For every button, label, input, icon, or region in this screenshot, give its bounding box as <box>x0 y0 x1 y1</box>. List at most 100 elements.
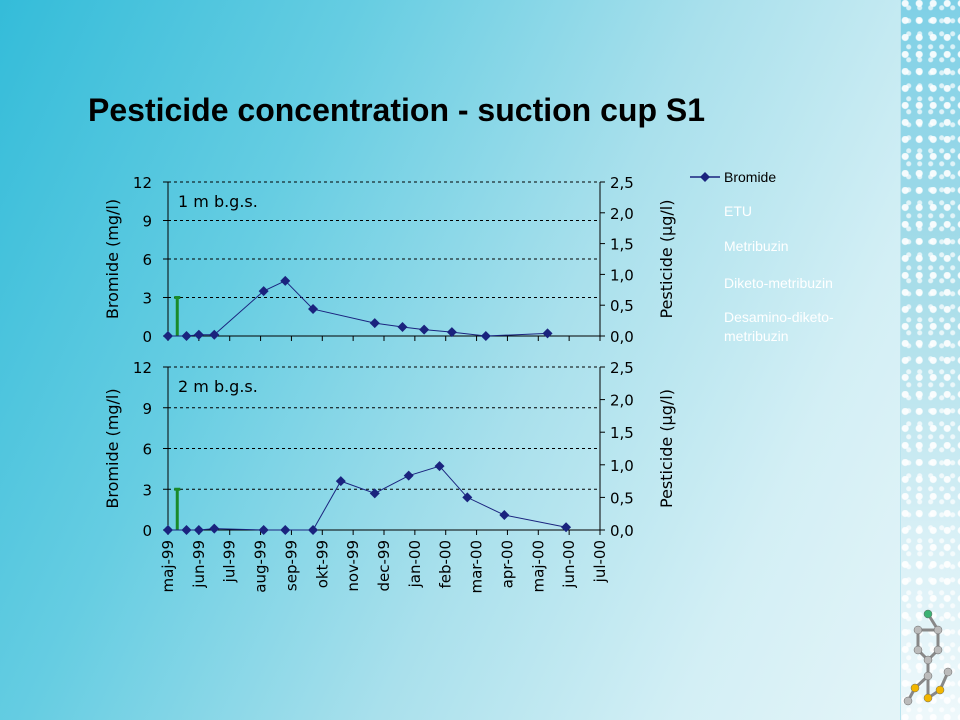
data-point-bromide <box>181 525 192 535</box>
x-tick-label: nov-99 <box>344 540 362 592</box>
panel-label: 2 m b.g.s. <box>178 377 258 396</box>
y2-tick-label: 0,0 <box>610 522 634 540</box>
y2-tick-label: 2,0 <box>610 392 634 410</box>
data-point-bromide <box>209 329 220 340</box>
data-point-bromide <box>446 327 457 338</box>
y-tick-label: 0 <box>142 328 152 346</box>
x-tick-label: jul-99 <box>221 540 239 583</box>
molecule-atom <box>923 609 933 619</box>
data-point-bromide <box>419 324 430 335</box>
x-tick-label: dec-99 <box>375 540 393 592</box>
data-point-bromide <box>369 488 380 499</box>
slide-title: Pesticide concentration - suction cup S1 <box>88 92 706 128</box>
molecule-atom <box>923 655 933 665</box>
chart-panel-1: 0 3 6 9 12 0,0 0,5 1,0 1,5 2,0 2,5 Bromide (mg/l) Pe… <box>103 174 676 346</box>
data-point-bromide <box>280 275 291 286</box>
data-point-bromide <box>209 523 220 534</box>
data-point-bromide <box>258 525 269 535</box>
molecule-atom <box>943 667 953 677</box>
y2-axis-title: Pesticide (µg/l) <box>657 200 676 319</box>
data-point-bromide <box>335 476 346 487</box>
data-point-bromide <box>280 525 291 535</box>
data-point-bromide <box>480 331 491 341</box>
y-axis-title: Bromide (mg/l) <box>103 199 122 319</box>
y-tick-label: 3 <box>142 481 152 499</box>
y-tick-label: 6 <box>142 441 152 459</box>
y2-tick-label: 0,0 <box>610 328 634 346</box>
y2-tick-label: 0,5 <box>610 489 634 507</box>
data-point-bromide <box>397 322 408 333</box>
legend-label: Metribuzin <box>724 238 789 254</box>
data-point-bromide <box>499 510 510 521</box>
molecule-atom <box>910 683 920 693</box>
x-tick-label: aug-99 <box>252 540 270 593</box>
molecule-atom <box>913 645 923 655</box>
y2-tick-label: 2,5 <box>610 174 634 192</box>
data-point-bromide <box>462 492 473 503</box>
molecule-atom <box>935 685 945 695</box>
y-axis-title: Bromide (mg/l) <box>103 388 122 508</box>
data-point-bromide <box>193 525 204 535</box>
x-tick-label: jul-00 <box>591 540 609 583</box>
data-point-bromide <box>193 329 204 340</box>
x-tick-label: jun-00 <box>560 540 578 589</box>
data-point-bromide <box>369 318 380 329</box>
x-tick-label: jan-00 <box>406 540 424 588</box>
x-tick-label: mar-00 <box>468 540 486 594</box>
x-tick-label: feb-00 <box>437 540 455 589</box>
y2-tick-label: 0,5 <box>610 297 634 315</box>
x-tick-label: sep-99 <box>282 540 300 591</box>
charts-group: 0 3 6 9 12 0,0 0,5 1,0 1,5 2,0 2,5 Bromide (mg/l) Pe… <box>103 174 676 594</box>
y2-tick-label: 2,0 <box>610 205 634 223</box>
data-point-bromide <box>308 525 319 535</box>
y2-tick-label: 1,5 <box>610 236 634 254</box>
molecule-atom <box>903 696 913 706</box>
molecule-atom <box>933 625 943 635</box>
x-tick-label: okt-99 <box>313 540 331 588</box>
x-tick-label: maj-00 <box>529 540 547 592</box>
y2-tick-label: 1,0 <box>610 457 634 475</box>
x-tick-label: maj-99 <box>159 540 177 592</box>
molecule-atom <box>923 671 933 681</box>
y-tick-label: 3 <box>142 290 152 308</box>
data-point-bromide <box>163 525 173 535</box>
data-point-bromide <box>434 461 445 472</box>
series-line-bromide <box>168 465 567 531</box>
molecule-logo <box>903 609 953 706</box>
data-point-bromide <box>542 328 553 339</box>
y2-axis-title: Pesticide (µg/l) <box>657 389 676 508</box>
y-tick-label: 12 <box>133 359 152 377</box>
legend-label: ETU <box>724 203 752 219</box>
y2-tick-label: 1,0 <box>610 266 634 284</box>
water-droplet-strip <box>900 0 960 720</box>
legend-marker-bromide <box>700 172 710 182</box>
chart-panel-2: 0 3 6 9 12 0,0 0,5 1,0 1,5 2,0 2,5 Bromide (mg/l) Pe… <box>103 359 676 594</box>
y-tick-label: 6 <box>142 251 152 269</box>
legend-label: Bromide <box>724 169 776 185</box>
data-point-bromide <box>181 331 192 341</box>
data-point-bromide <box>561 522 572 533</box>
molecule-atom <box>923 693 933 703</box>
legend: Bromide ETU Metribuzin Diketo-metribuzin Des… <box>690 169 834 344</box>
legend-label: Desamino-diketo- <box>724 309 834 325</box>
y2-tick-label: 1,5 <box>610 424 634 442</box>
legend-label: metribuzin <box>724 328 789 344</box>
series-line-bromide <box>168 280 548 337</box>
x-tick-label: apr-00 <box>498 540 516 588</box>
data-point-bromide <box>258 286 269 297</box>
legend-label: Diketo-metribuzin <box>724 275 833 291</box>
molecule-atom <box>913 625 923 635</box>
y-tick-label: 0 <box>142 522 152 540</box>
panel-label: 1 m b.g.s. <box>178 192 258 211</box>
y-tick-label: 9 <box>142 213 152 231</box>
y-tick-label: 12 <box>133 174 152 192</box>
data-point-bromide <box>403 470 414 481</box>
y-tick-label: 9 <box>142 400 152 418</box>
x-tick-label: jun-99 <box>190 540 208 589</box>
y2-tick-label: 2,5 <box>610 359 634 377</box>
data-point-bromide <box>308 304 319 315</box>
molecule-atom <box>933 645 943 655</box>
data-point-bromide <box>163 331 173 341</box>
